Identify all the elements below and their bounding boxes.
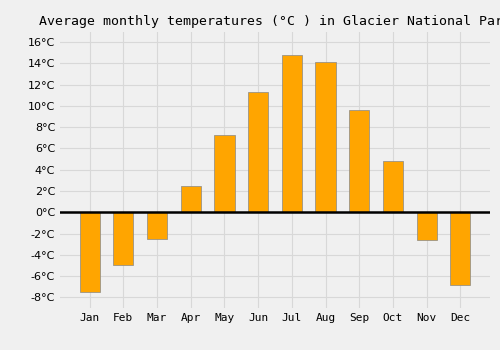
Bar <box>316 62 336 212</box>
Bar <box>282 55 302 212</box>
Bar <box>214 135 234 212</box>
Bar <box>180 186 201 212</box>
Bar <box>113 212 134 265</box>
Bar <box>147 212 167 239</box>
Bar <box>349 110 370 212</box>
Bar <box>450 212 470 285</box>
Title: Average monthly temperatures (°C ) in Glacier National Park: Average monthly temperatures (°C ) in Gl… <box>39 15 500 28</box>
Bar <box>80 212 100 292</box>
Bar <box>416 212 437 240</box>
Bar <box>248 92 268 212</box>
Bar <box>383 161 403 212</box>
